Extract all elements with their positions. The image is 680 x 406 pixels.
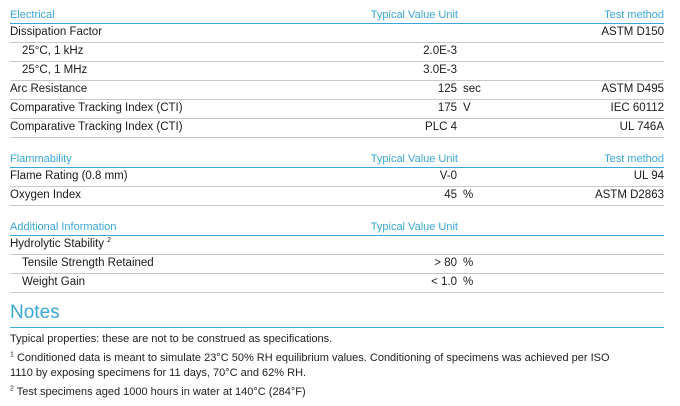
- table-row: Comparative Tracking Index (CTI) PLC 4 U…: [10, 119, 664, 138]
- unit: %: [463, 189, 474, 201]
- col-test-method: Test method: [604, 9, 664, 21]
- section-title: Electrical: [10, 9, 55, 21]
- typical-value: > 80: [434, 257, 457, 269]
- unit: sec: [463, 83, 481, 95]
- table-row: 25°C, 1 kHz 2.0E-3: [10, 43, 664, 62]
- note-1-line-1: Conditioned data is meant to simulate 23…: [16, 352, 610, 364]
- additional-section: Additional Information Typical Value Uni…: [10, 218, 664, 293]
- flammability-header: Flammability Typical Value Unit Test met…: [10, 150, 664, 168]
- table-row: Tensile Strength Retained > 80 %: [10, 255, 664, 274]
- test-method: ASTM D2863: [594, 189, 664, 201]
- section-title: Additional Information: [10, 221, 117, 233]
- table-row: Arc Resistance 125 sec ASTM D495: [10, 81, 664, 100]
- property-name: Tensile Strength Retained: [22, 257, 154, 269]
- electrical-header: Electrical Typical Value Unit Test metho…: [10, 6, 664, 24]
- col-typical-value-unit: Typical Value Unit: [370, 221, 458, 233]
- datasheet: Electrical Typical Value Unit Test metho…: [10, 6, 664, 400]
- property-name: Flame Rating (0.8 mm): [10, 170, 128, 182]
- note-typical: Typical properties: these are not to be …: [10, 333, 333, 345]
- note-2: 2 Test specimens aged 1000 hours in wate…: [10, 385, 664, 400]
- table-row: Comparative Tracking Index (CTI) 175 V I…: [10, 100, 664, 119]
- typical-value: PLC 4: [425, 121, 457, 133]
- property-name: 25°C, 1 MHz: [22, 64, 88, 76]
- property-name: Dissipation Factor: [10, 26, 103, 38]
- table-row: 25°C, 1 MHz 3.0E-3: [10, 62, 664, 81]
- table-row: Flame Rating (0.8 mm) V-0 UL 94: [10, 168, 664, 187]
- note-2-text: Test specimens aged 1000 hours in water …: [16, 386, 306, 398]
- section-title: Flammability: [10, 153, 72, 165]
- typical-value: 2.0E-3: [423, 45, 457, 57]
- flammability-section: Flammability Typical Value Unit Test met…: [10, 150, 664, 206]
- test-method: UL 94: [633, 170, 664, 182]
- test-method: UL 746A: [619, 121, 664, 133]
- typical-value: 125: [437, 83, 457, 95]
- col-typical-value-unit: Typical Value Unit: [370, 153, 458, 165]
- property-name: Comparative Tracking Index (CTI): [10, 102, 183, 114]
- table-row: Hydrolytic Stability 2: [10, 236, 664, 255]
- unit: %: [463, 257, 474, 269]
- property-name: Comparative Tracking Index (CTI): [10, 121, 183, 133]
- test-method: ASTM D150: [601, 26, 664, 38]
- property-name: Arc Resistance: [10, 83, 88, 95]
- typical-value: 3.0E-3: [423, 64, 457, 76]
- footnote-marker: 2: [107, 237, 112, 245]
- property-label: Hydrolytic Stability: [10, 238, 104, 250]
- property-name: Weight Gain: [22, 276, 86, 288]
- typical-value: V-0: [439, 170, 457, 182]
- col-test-method: Test method: [604, 153, 664, 165]
- table-row: Oxygen Index 45 % ASTM D2863: [10, 187, 664, 206]
- test-method: IEC 60112: [610, 102, 665, 114]
- table-row: Weight Gain < 1.0 %: [10, 274, 664, 293]
- notes-heading: Notes: [10, 301, 664, 328]
- unit: %: [463, 276, 474, 288]
- col-typical-value-unit: Typical Value Unit: [370, 9, 458, 21]
- property-name: Hydrolytic Stability 2: [10, 237, 112, 250]
- note-1: 1 Conditioned data is meant to simulate …: [10, 351, 664, 381]
- typical-value: < 1.0: [431, 276, 457, 288]
- typical-value: 175: [437, 102, 457, 114]
- property-name: Oxygen Index: [10, 189, 81, 201]
- footnote-marker: 1: [10, 351, 14, 359]
- note-1-line-2: 1110 by exposing specimens for 11 days, …: [10, 367, 307, 379]
- unit: V: [463, 102, 471, 114]
- notes-title: Notes: [10, 302, 60, 323]
- property-name: 25°C, 1 kHz: [22, 45, 84, 57]
- footnote-marker: 2: [10, 385, 14, 393]
- test-method: ASTM D495: [601, 83, 664, 95]
- table-row: Dissipation Factor ASTM D150: [10, 24, 664, 43]
- electrical-section: Electrical Typical Value Unit Test metho…: [10, 6, 664, 138]
- additional-header: Additional Information Typical Value Uni…: [10, 218, 664, 236]
- typical-value: 45: [444, 189, 457, 201]
